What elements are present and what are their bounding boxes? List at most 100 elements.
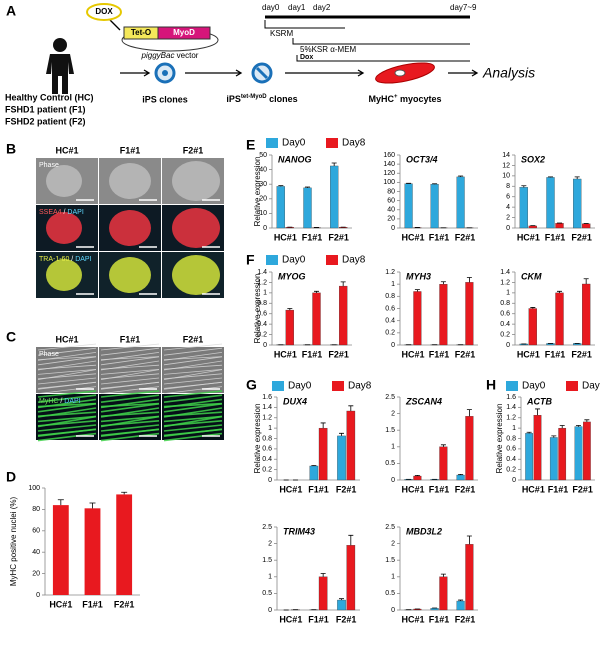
y-tick-label: 20 (32, 570, 40, 577)
y-tick-label: 60 (387, 197, 395, 204)
fiber (100, 415, 160, 423)
colony (109, 210, 151, 246)
y-tick-label: 0.8 (500, 300, 510, 307)
fiber (37, 428, 97, 437)
y-tick-label: 20 (259, 196, 267, 203)
bar (519, 187, 528, 229)
timeline-label: day7~9 (450, 3, 477, 12)
y-tick-label: 160 (383, 152, 395, 159)
bar (116, 494, 133, 595)
legend-swatch (266, 255, 278, 265)
chart-title: TRIM43 (283, 526, 315, 536)
x-tick-label: F1#1 (308, 614, 329, 624)
x-tick-label: HC#1 (401, 614, 424, 624)
error-bar (348, 534, 354, 546)
y-tick-label: 0.5 (385, 460, 395, 467)
fiber (100, 403, 160, 413)
x-tick-label: F2#1 (328, 349, 349, 359)
x-tick-label: HC#1 (279, 614, 302, 624)
fiber (163, 424, 223, 432)
fiber (100, 347, 160, 356)
chart-title: ACTB (526, 396, 552, 406)
fiber (37, 356, 97, 366)
legend-label: Day8 (582, 381, 600, 392)
error-bar (278, 185, 284, 187)
bar (413, 291, 422, 346)
y-tick-label: 0 (391, 342, 395, 349)
y-tick-label: 1.2 (500, 279, 510, 286)
y-tick-label: 0.4 (500, 321, 510, 328)
fiber (100, 377, 160, 385)
fiber (37, 364, 97, 370)
fiber (100, 432, 160, 442)
error-bar (339, 598, 345, 601)
y-tick-label: 1.4 (262, 404, 272, 411)
y-tick-label: 2.5 (262, 524, 272, 531)
error-bar (348, 405, 354, 412)
bar (582, 283, 591, 346)
y-axis-label: Relative expression (495, 404, 504, 474)
bar (346, 410, 356, 481)
error-bar (57, 499, 64, 506)
error-bar (440, 573, 446, 577)
error-bar (574, 176, 580, 179)
donor: FSHD2 patient (F2) (5, 116, 86, 126)
row-label: MyHC / DAPI (39, 398, 81, 405)
fiber (37, 424, 97, 432)
chart-title: NANOG (278, 154, 312, 164)
panel-label: B (6, 141, 16, 157)
step-label: MyHC+ myocytes (368, 94, 441, 105)
y-tick-label: 12 (502, 162, 510, 169)
fiber (163, 386, 223, 394)
person-head (53, 38, 67, 52)
y-tick-label: 1 (268, 425, 272, 432)
timeline-label: day2 (313, 3, 331, 12)
x-tick-label: HC#1 (274, 232, 297, 242)
y-tick-label: 0.8 (257, 300, 267, 307)
ips-insert (255, 66, 269, 80)
column-header: HC#1 (55, 334, 78, 344)
x-tick-label: F1#1 (548, 484, 569, 494)
legend-swatch (506, 381, 518, 391)
step-after: clones (267, 94, 298, 104)
bar (558, 427, 567, 481)
y-tick-label: 0.2 (506, 466, 516, 473)
error-bar (414, 474, 420, 477)
row-label-part: Phase (39, 351, 59, 358)
error-bar (458, 473, 464, 476)
y-tick-label: 0 (506, 225, 510, 232)
fiber (37, 369, 97, 375)
y-tick-label: 1.4 (500, 269, 510, 276)
y-tick-label: 0.6 (262, 446, 272, 453)
y-tick-label: 1.5 (262, 557, 272, 564)
media: Dox (300, 54, 313, 61)
y-tick-label: 1.2 (506, 415, 516, 422)
bar (439, 284, 448, 346)
fiber (37, 415, 97, 423)
y-tick-label: 0.8 (385, 293, 395, 300)
bar (528, 225, 537, 229)
arrows (109, 19, 479, 77)
arrow (185, 69, 243, 77)
bar (546, 177, 555, 229)
arrow (285, 69, 365, 77)
fiber (163, 356, 223, 366)
bar (84, 508, 101, 595)
error-bar (466, 409, 472, 417)
chart-title: CKM (521, 271, 542, 281)
y-tick-label: 0.6 (500, 311, 510, 318)
fiber (163, 420, 223, 427)
step-sup: tet-MyoD (241, 94, 267, 100)
bar (430, 608, 439, 611)
y-tick-label: 1 (268, 574, 272, 581)
donor: Healthy Control (HC) (5, 92, 94, 102)
fiber (163, 394, 223, 403)
column-header: HC#1 (55, 145, 78, 155)
y-tick-label: 80 (387, 188, 395, 195)
y-tick-label: 1 (391, 574, 395, 581)
column-header: F2#1 (183, 145, 204, 155)
legend-label: Day0 (282, 138, 306, 149)
fiber (100, 411, 160, 417)
x-tick-label: F1#1 (302, 349, 323, 359)
